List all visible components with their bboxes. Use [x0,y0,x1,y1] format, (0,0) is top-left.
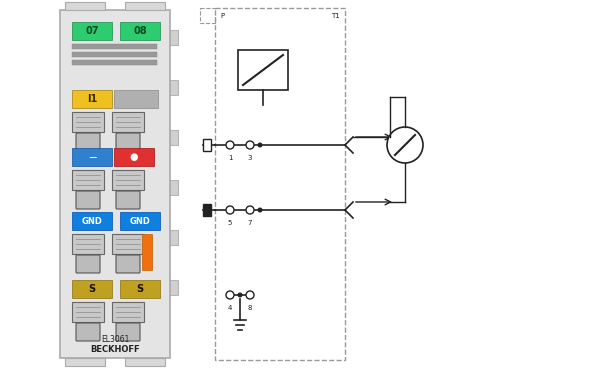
Bar [125,2,165,10]
Text: 4: 4 [228,305,232,311]
Bar [203,204,211,216]
Bar [114,90,158,108]
Circle shape [246,206,254,214]
Bar [125,358,165,366]
Text: GND: GND [129,216,151,225]
Bar [112,234,144,254]
Text: I1: I1 [87,94,97,104]
Text: ●: ● [130,152,138,162]
Bar [203,139,211,151]
Bar [170,80,178,95]
Bar [72,112,104,132]
Text: 7: 7 [248,220,253,226]
Text: 3: 3 [248,155,253,161]
Text: 07: 07 [85,26,99,36]
FancyBboxPatch shape [116,191,140,209]
FancyBboxPatch shape [76,133,100,151]
Text: 1: 1 [228,155,232,161]
Bar [200,8,215,23]
Text: T1: T1 [331,13,340,19]
Bar [112,112,144,132]
FancyBboxPatch shape [76,323,100,341]
Text: 5: 5 [228,220,232,226]
FancyBboxPatch shape [116,323,140,341]
Bar [72,234,104,254]
Bar [114,148,154,166]
Text: EL3061: EL3061 [101,336,129,344]
Bar [170,280,178,295]
Text: S: S [137,284,143,294]
Text: BECKHOFF: BECKHOFF [90,346,140,354]
Text: ─: ─ [88,152,95,162]
Circle shape [387,127,423,163]
FancyBboxPatch shape [116,255,140,273]
Bar [72,90,112,108]
Bar [120,280,160,298]
Bar [72,212,112,230]
Circle shape [246,141,254,149]
Bar [112,302,144,322]
Circle shape [226,206,234,214]
Bar [72,60,157,65]
Circle shape [257,208,262,212]
Bar [120,212,160,230]
Bar [72,280,112,298]
Bar [215,8,345,360]
Circle shape [226,291,234,299]
Circle shape [226,141,234,149]
Bar [170,30,178,45]
FancyBboxPatch shape [116,133,140,151]
Text: GND: GND [82,216,102,225]
Text: 08: 08 [133,26,147,36]
Bar [238,50,288,90]
Text: P: P [220,13,224,19]
Circle shape [246,291,254,299]
Bar [170,130,178,145]
Bar [65,358,105,366]
Bar [65,2,105,10]
Text: S: S [88,284,96,294]
Bar [72,148,112,166]
Bar [120,22,160,40]
Circle shape [257,142,262,148]
FancyBboxPatch shape [76,191,100,209]
Bar [142,234,152,270]
FancyBboxPatch shape [76,255,100,273]
Bar [60,10,170,358]
Text: 8: 8 [248,305,253,311]
Bar [72,302,104,322]
Bar [72,52,157,57]
Bar [72,22,112,40]
Bar [170,230,178,245]
Bar [112,170,144,190]
Bar [72,170,104,190]
Bar [72,44,157,49]
Circle shape [237,293,243,297]
Bar [170,180,178,195]
